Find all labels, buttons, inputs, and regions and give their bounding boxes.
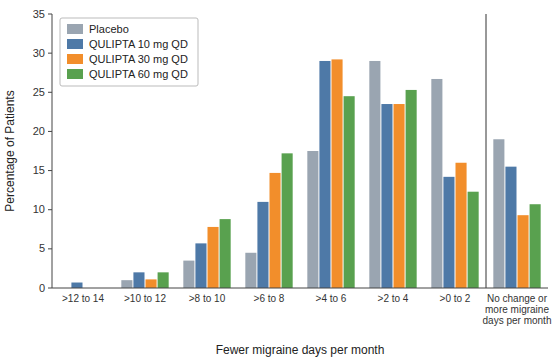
bar (270, 173, 281, 288)
legend-swatch (67, 24, 83, 34)
bar (493, 139, 504, 288)
bar (121, 280, 132, 288)
bar (71, 283, 82, 288)
x-tick-label: >10 to 12 (124, 293, 166, 304)
bar (381, 104, 392, 288)
x-tick-label: No change ormore migrainedays per month (483, 293, 552, 326)
bars (71, 59, 540, 288)
bar (518, 215, 529, 288)
legend-label: Placebo (89, 23, 129, 35)
bar (146, 279, 157, 288)
y-tick-label: 20 (33, 125, 45, 137)
bar (195, 243, 206, 288)
bar (344, 96, 355, 288)
x-tick-label: >8 to 10 (189, 293, 226, 304)
legend-box (60, 18, 198, 86)
x-tick-label: >4 to 6 (316, 293, 347, 304)
legend-swatch (67, 69, 83, 79)
legend-label: QULIPTA 30 mg QD (89, 53, 188, 65)
bar (505, 167, 516, 288)
y-tick-label: 5 (39, 242, 45, 254)
bar (208, 227, 219, 288)
bar (245, 253, 256, 288)
bar (257, 202, 268, 288)
y-tick-label: 15 (33, 164, 45, 176)
bar (133, 272, 144, 288)
y-tick-label: 10 (33, 203, 45, 215)
x-tick-label: >6 to 8 (254, 293, 285, 304)
bar (220, 219, 231, 288)
y-tick-label: 35 (33, 8, 45, 20)
y-tick (48, 131, 52, 132)
y-tick-label: 30 (33, 47, 45, 59)
bar (282, 153, 293, 288)
legend-label: QULIPTA 60 mg QD (89, 68, 188, 80)
y-tick (48, 209, 52, 210)
bar (468, 192, 479, 288)
legend-swatch (67, 39, 83, 49)
y-tick (48, 248, 52, 249)
x-tick-label: >2 to 4 (378, 293, 409, 304)
y-axis-label: Percentage of Patients (3, 90, 17, 211)
legend-swatch (67, 54, 83, 64)
x-axis-label: Fewer migraine days per month (216, 343, 385, 357)
bar (443, 177, 454, 288)
legend: Placebo QULIPTA 10 mg QD QULIPTA 30 mg QD Q… (60, 18, 198, 86)
bar (431, 79, 442, 288)
y-tick (48, 14, 52, 15)
separator (486, 14, 487, 288)
x-axis (52, 288, 548, 289)
chart: 0 5 10 15 20 25 30 35 >12 to 14 >10 to 12 >8 to 10… (0, 0, 560, 364)
bar (158, 272, 169, 288)
y-tick (48, 53, 52, 54)
y-tick-label: 0 (39, 282, 45, 294)
bar (530, 204, 541, 288)
y-tick-label: 25 (33, 86, 45, 98)
bar (456, 163, 467, 288)
y-tick (48, 170, 52, 171)
bar (183, 261, 194, 288)
y-axis (52, 14, 53, 288)
x-tick-label: >12 to 14 (62, 293, 104, 304)
bar (369, 61, 380, 288)
bar (332, 59, 343, 288)
bar (394, 104, 405, 288)
bar (307, 151, 318, 288)
y-tick (48, 288, 52, 289)
legend-label: QULIPTA 10 mg QD (89, 38, 188, 50)
bar (406, 90, 417, 288)
y-tick (48, 92, 52, 93)
bar (319, 61, 330, 288)
x-tick-label: >0 to 2 (440, 293, 471, 304)
